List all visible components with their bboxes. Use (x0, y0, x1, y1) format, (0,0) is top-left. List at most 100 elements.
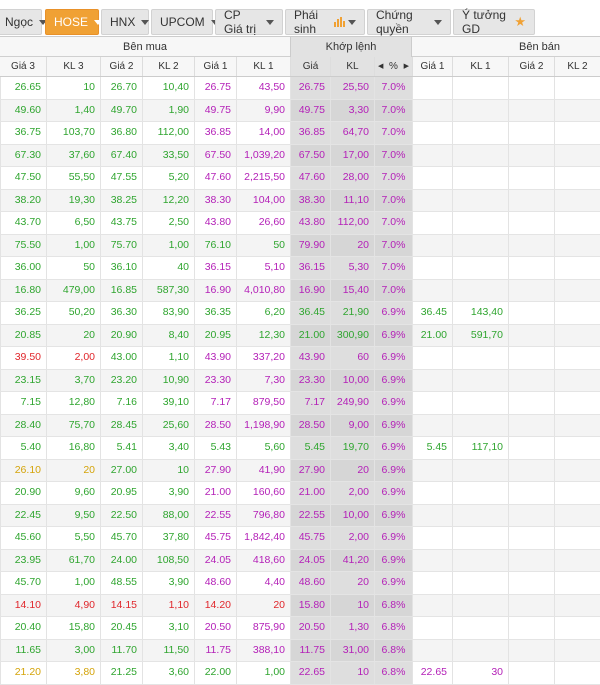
tab-cp-gia-tri[interactable]: CP Giá trị (215, 8, 283, 36)
cell-buy-kl1: 337,20 (236, 347, 290, 369)
table-row[interactable]: 20.90 9,60 20.95 3,90 21.00 160,60 21.00 2,00 6.… (0, 482, 600, 505)
cell-buy-kl3: 61,70 (46, 549, 100, 571)
cell-buy-kl1: 1,039,20 (236, 144, 290, 166)
table-row[interactable]: 23.15 3,70 23.20 10,90 23.30 7,30 23.30 10,00 6.… (0, 369, 600, 392)
cell-buy-kl2: 25,60 (142, 414, 194, 436)
table-row[interactable]: 45.60 5,50 45.70 37,80 45.75 1,842,40 45.75 2,0… (0, 527, 600, 550)
col-header-pct[interactable]: ◀ % ▶ (374, 57, 412, 76)
cell-sell-gia1 (412, 414, 452, 436)
cell-buy-kl1: 2,215,50 (236, 167, 290, 189)
tab-hnx[interactable]: HNX (101, 9, 150, 35)
col-header-sell-kl2[interactable]: KL 2 (554, 57, 600, 76)
table-row[interactable]: 5.40 16,80 5.41 3,40 5.43 5,60 5.45 19,70 6.9% 5.… (0, 437, 600, 460)
cell-buy-kl3: 1,00 (46, 572, 100, 594)
cell-match-pct: 6.8% (374, 617, 412, 639)
cell-match-kl: 2,00 (330, 482, 374, 504)
cell-sell-kl2 (554, 189, 600, 211)
cell-buy-kl3: 20 (46, 324, 100, 346)
col-header-kl[interactable]: KL (330, 57, 374, 76)
table-row[interactable]: 20.40 15,80 20.45 3,10 20.50 875,90 20.50 1,30 6… (0, 617, 600, 640)
table-row[interactable]: 26.65 10 26.70 10,40 26.75 43,50 26.75 25,50 7.0… (0, 77, 600, 100)
col-header-kl3[interactable]: KL 3 (46, 57, 100, 76)
caret-right-icon[interactable]: ▶ (403, 63, 409, 70)
cell-buy-gia1: 76.10 (194, 234, 236, 256)
tab-upcom[interactable]: UPCOM (151, 9, 219, 35)
table-row[interactable]: 43.70 6,50 43.75 2,50 43.80 26,60 43.80 112,00 7… (0, 212, 600, 235)
tab-chung-quyen[interactable]: Chứng quyền (367, 8, 451, 36)
cell-sell-gia2 (508, 414, 554, 436)
tab-watchlist[interactable]: Ngọc (0, 9, 48, 35)
cell-sell-gia2 (508, 594, 554, 616)
cell-buy-gia1: 67.50 (194, 144, 236, 166)
table-row[interactable]: 39.50 2,00 43.00 1,10 43.90 337,20 43.90 60 6.9% (0, 347, 600, 370)
table-row[interactable]: 16.80 479,00 16.85 587,30 16.90 4,010,80 16.90… (0, 279, 600, 302)
table-row[interactable]: 28.40 75,70 28.45 25,60 28.50 1,198,90 28.50 9,… (0, 414, 600, 437)
table-row[interactable]: 45.70 1,00 48.55 3,90 48.60 4,40 48.60 20 6.9% (0, 572, 600, 595)
col-header-sell-gia2[interactable]: Giá 2 (508, 57, 554, 76)
group-ben-ban: Bên bán (519, 41, 560, 53)
cell-buy-kl1: 1,198,90 (236, 414, 290, 436)
cell-buy-kl1: 4,40 (236, 572, 290, 594)
cell-match-pct: 7.0% (374, 77, 412, 99)
col-header-kl2[interactable]: KL 2 (142, 57, 194, 76)
cell-buy-gia2: 36.10 (100, 257, 142, 279)
table-row[interactable]: 22.45 9,50 22.50 88,00 22.55 796,80 22.55 10,00… (0, 504, 600, 527)
table-row[interactable]: 26.10 20 27.00 10 27.90 41,90 27.90 20 6.9% (0, 459, 600, 482)
cell-buy-gia3: 23.15 (0, 369, 46, 391)
tab-y-tuong-gd[interactable]: Ý tưởng GD ★ (453, 8, 535, 36)
cell-buy-gia2: 43.00 (100, 347, 142, 369)
cell-match-gia: 22.65 (290, 662, 330, 684)
cell-match-pct: 6.9% (374, 347, 412, 369)
cell-match-gia: 11.75 (290, 639, 330, 661)
table-row[interactable]: 23.95 61,70 24.00 108,50 24.05 418,60 24.05 41,… (0, 549, 600, 572)
col-header-sell-kl1[interactable]: KL 1 (452, 57, 508, 76)
table-row[interactable]: 75.50 1,00 75.70 1,00 76.10 50 79.90 20 7.0% (0, 234, 600, 257)
table-row[interactable]: 67.30 37,60 67.40 33,50 67.50 1,039,20 67.50 17… (0, 144, 600, 167)
cell-buy-gia3: 21.20 (0, 662, 46, 684)
table-row[interactable]: 36.75 103,70 36.80 112,00 36.85 14,00 36.85 64,… (0, 122, 600, 145)
col-header-kl1[interactable]: KL 1 (236, 57, 290, 76)
tab-phai-sinh[interactable]: Phái sinh (285, 8, 365, 36)
cell-sell-kl2 (554, 459, 600, 481)
cell-match-gia: 36.45 (290, 302, 330, 324)
table-row[interactable]: 14.10 4,90 14.15 1,10 14.20 20 15.80 10 6.8% (0, 594, 600, 617)
cell-buy-gia2: 16.85 (100, 279, 142, 301)
cell-sell-kl1 (452, 189, 508, 211)
cell-match-gia: 27.90 (290, 459, 330, 481)
cell-buy-kl1: 875,90 (236, 617, 290, 639)
cell-match-pct: 6.9% (374, 302, 412, 324)
col-header-gia[interactable]: Giá (290, 57, 330, 76)
col-header-gia2[interactable]: Giá 2 (100, 57, 142, 76)
table-row[interactable]: 20.85 20 20.90 8,40 20.95 12,30 21.00 300,90 6.9… (0, 324, 600, 347)
cell-sell-gia1 (412, 77, 452, 99)
table-row[interactable]: 49.60 1,40 49.70 1,90 49.75 9,90 49.75 3,30 7.0% (0, 99, 600, 122)
table-row[interactable]: 36.25 50,20 36.30 83,90 36.35 6,20 36.45 21,90 6… (0, 302, 600, 325)
col-header-sell-gia1[interactable]: Giá 1 (412, 57, 452, 76)
chevron-down-icon (39, 19, 48, 25)
cell-match-pct: 7.0% (374, 189, 412, 211)
table-row[interactable]: 47.50 55,50 47.55 5,20 47.60 2,215,50 47.60 28,… (0, 167, 600, 190)
cell-match-kl: 60 (330, 347, 374, 369)
cell-match-gia: 20.50 (290, 617, 330, 639)
cell-buy-kl1: 6,20 (236, 302, 290, 324)
cell-buy-kl2: 10 (142, 459, 194, 481)
col-header-gia3[interactable]: Giá 3 (11, 61, 35, 72)
table-row[interactable]: 36.00 50 36.10 40 36.15 5,10 36.15 5,30 7.0% (0, 257, 600, 280)
cell-buy-gia3: 23.95 (0, 549, 46, 571)
cell-match-pct: 6.9% (374, 504, 412, 526)
table-row[interactable]: 38.20 19,30 38.25 12,20 38.30 104,00 38.30 11,1… (0, 189, 600, 212)
table-row[interactable]: 21.20 3,80 21.25 3,60 22.00 1,00 22.65 10 6.8% 22… (0, 662, 600, 685)
table-row[interactable]: 11.65 3,00 11.70 11,50 11.75 388,10 11.75 31,00… (0, 639, 600, 662)
cell-buy-kl3: 10 (46, 77, 100, 99)
cell-buy-kl1: 879,50 (236, 392, 290, 414)
cell-match-pct: 6.8% (374, 594, 412, 616)
cell-match-kl: 17,00 (330, 144, 374, 166)
table-row[interactable]: 7.15 12,80 7.16 39,10 7.17 879,50 7.17 249,90 6.… (0, 392, 600, 415)
cell-match-gia: 28.50 (290, 414, 330, 436)
col-header-gia1[interactable]: Giá 1 (194, 57, 236, 76)
cell-sell-kl2 (554, 392, 600, 414)
cell-sell-kl1 (452, 617, 508, 639)
tab-hose[interactable]: HOSE (45, 9, 103, 35)
cell-buy-kl2: 1,10 (142, 594, 194, 616)
caret-left-icon[interactable]: ◀ (378, 63, 384, 70)
